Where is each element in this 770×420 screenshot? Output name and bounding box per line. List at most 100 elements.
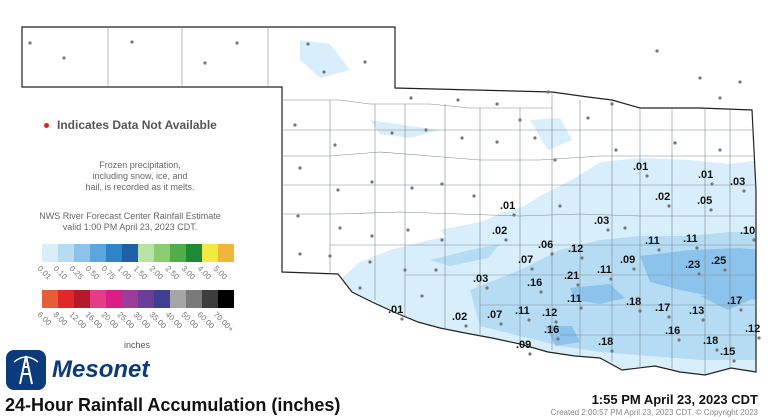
station-value: .15 <box>720 346 735 358</box>
station-dot <box>738 80 742 84</box>
frozen-precip-note: Frozen precipitation, including snow, ic… <box>60 160 220 193</box>
scale-swatch <box>90 290 106 308</box>
station-dot <box>742 189 746 193</box>
station-dot <box>580 256 584 260</box>
station-dot <box>62 56 66 60</box>
scale-swatch <box>154 290 170 308</box>
station-dot <box>235 41 239 45</box>
scale-swatch <box>170 244 186 262</box>
station-dot <box>546 90 550 94</box>
station-dot <box>409 96 413 100</box>
na-note-text: Indicates Data Not Available <box>57 118 217 132</box>
station-dot <box>530 267 534 271</box>
station-dot <box>632 267 636 271</box>
station-value: .12 <box>542 307 557 319</box>
station-dot <box>528 352 532 356</box>
scale-swatch <box>218 290 234 308</box>
station-value: .25 <box>711 255 726 267</box>
station-value: .12 <box>568 243 583 255</box>
scale-swatch <box>138 244 154 262</box>
station-dot <box>614 148 618 152</box>
station-value: .11 <box>515 305 530 317</box>
station-value: .18 <box>703 335 718 347</box>
station-value: .07 <box>518 254 533 266</box>
station-dot <box>464 324 468 328</box>
station-dot <box>657 248 661 252</box>
station-value: .23 <box>685 259 700 271</box>
station-dot <box>739 308 743 312</box>
station-dot <box>550 252 554 256</box>
scale-swatch <box>42 244 58 262</box>
station-dot <box>710 182 714 186</box>
station-dot <box>533 136 537 140</box>
station-dot <box>715 348 719 352</box>
station-dot <box>645 174 649 178</box>
units-label: inches <box>124 340 151 350</box>
map-timestamp: 1:55 PM April 23, 2023 CDT <box>591 392 758 407</box>
nws-note-line: NWS River Forecast Center Rainfall Estim… <box>39 211 221 221</box>
station-dot <box>504 238 508 242</box>
station-dot <box>609 277 613 281</box>
station-dot <box>673 141 677 145</box>
station-dot <box>495 102 499 106</box>
station-dot <box>420 294 424 298</box>
station-value: .03 <box>594 215 609 227</box>
station-value: .07 <box>487 309 502 321</box>
station-dot <box>623 226 627 230</box>
station-dot <box>363 60 367 64</box>
scale-swatch <box>122 244 138 262</box>
station-dot <box>709 208 713 212</box>
station-value: .12 <box>745 323 760 335</box>
station-dot <box>556 337 560 341</box>
station-dot <box>400 317 404 321</box>
station-dot <box>333 143 337 147</box>
station-value: .02 <box>492 225 507 237</box>
red-dot-icon <box>44 123 49 129</box>
station-dot <box>512 213 516 217</box>
station-dot <box>403 268 407 272</box>
frozen-note-line: hail, is recorded as it melts. <box>85 182 195 192</box>
station-value: .03 <box>730 176 745 188</box>
scale-swatch <box>58 244 74 262</box>
scale-swatch <box>186 244 202 262</box>
frozen-note-line: Frozen precipitation, <box>99 160 181 170</box>
station-dot <box>718 148 722 152</box>
station-dot <box>28 41 32 45</box>
station-dot <box>701 318 705 322</box>
station-value: .05 <box>697 195 712 207</box>
data-not-available-note: Indicates Data Not Available <box>44 118 217 132</box>
scale-swatch <box>58 290 74 308</box>
station-value: .16 <box>527 277 542 289</box>
station-dot <box>757 336 761 340</box>
station-dot <box>610 349 614 353</box>
station-value: .02 <box>452 311 467 323</box>
station-dot <box>460 136 464 140</box>
station-value: .18 <box>626 296 641 308</box>
station-value: .01 <box>633 161 648 173</box>
station-dot <box>606 228 610 232</box>
scale-swatch <box>122 290 138 308</box>
station-dot <box>554 320 558 324</box>
station-dot <box>610 102 614 106</box>
station-dot <box>440 182 444 186</box>
station-dot <box>410 186 414 190</box>
station-dot <box>558 204 562 208</box>
scale-swatch <box>106 290 122 308</box>
station-dot <box>370 234 374 238</box>
scale-swatch <box>202 244 218 262</box>
station-value: .11 <box>645 235 660 247</box>
station-value: .01 <box>388 304 403 316</box>
station-value: .06 <box>538 239 553 251</box>
station-dot <box>752 238 756 242</box>
station-value: .17 <box>655 302 670 314</box>
station-dot <box>576 283 580 287</box>
station-dot <box>296 214 300 218</box>
station-dot <box>203 61 207 65</box>
station-dot <box>553 158 557 162</box>
station-dot <box>472 194 476 198</box>
created-note: Created 2:00:57 PM April 23, 2023 CDT. ©… <box>550 408 758 417</box>
station-dots <box>28 40 761 363</box>
station-dot <box>695 246 699 250</box>
color-scale-bottom <box>42 290 234 308</box>
